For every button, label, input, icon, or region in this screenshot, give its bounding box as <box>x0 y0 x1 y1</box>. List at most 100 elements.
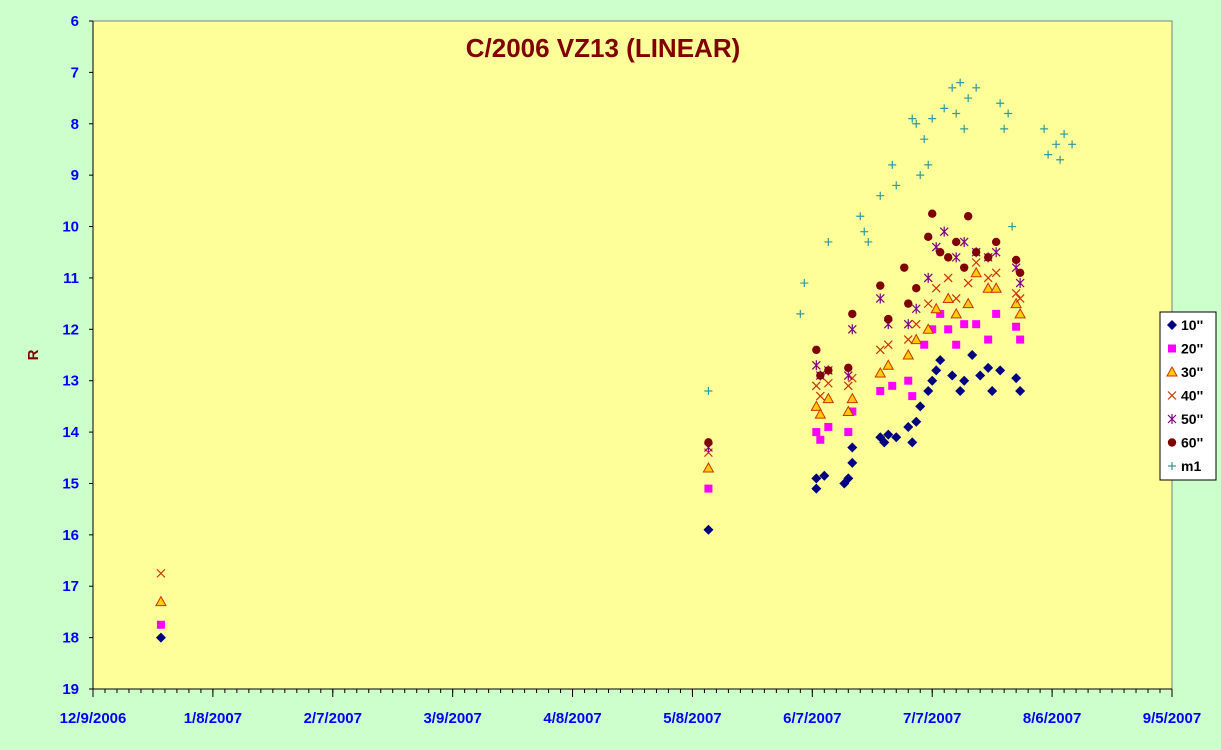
data-point <box>879 437 890 448</box>
data-point <box>796 309 805 318</box>
legend-entry: 60'' <box>1167 435 1203 451</box>
data-point <box>860 227 869 236</box>
data-point <box>1015 278 1025 289</box>
data-point <box>1011 373 1022 384</box>
data-point <box>975 370 986 381</box>
data-point <box>923 272 933 283</box>
data-point <box>702 462 715 473</box>
axes: 6 7 8 9 10 11 12 13 14 15 16 17 18 19 12/9/2006 1/8/200… <box>60 13 1202 727</box>
x-tick-label: 12/9/2006 <box>60 710 127 727</box>
data-point <box>891 432 902 443</box>
data-point <box>967 350 978 360</box>
data-point <box>156 568 166 578</box>
data-point <box>843 370 853 381</box>
data-point <box>952 237 961 247</box>
data-point <box>1010 297 1022 309</box>
y-tick-label: 18 <box>62 630 79 647</box>
series-6 <box>704 78 1077 395</box>
series-2 <box>155 266 1026 607</box>
y-tick-label: 6 <box>71 13 79 30</box>
legend-entry: 40'' <box>1167 388 1203 404</box>
data-point <box>908 392 917 401</box>
data-point <box>936 248 945 257</box>
data-point <box>811 381 821 391</box>
data-point <box>952 340 961 349</box>
data-point <box>155 595 167 607</box>
x-tick-label: 2/7/2007 <box>304 710 362 727</box>
data-point <box>920 135 929 144</box>
y-tick-label: 9 <box>71 167 79 184</box>
legend-marker <box>1168 462 1176 470</box>
data-point <box>944 253 953 262</box>
legend: 10'' 20'' 30'' 40'' 50'' 60'' m1 <box>1159 311 1217 481</box>
y-tick-label: 13 <box>62 373 79 390</box>
data-point <box>823 378 833 388</box>
data-point <box>943 273 953 283</box>
data-point <box>856 212 865 221</box>
data-point <box>971 258 981 267</box>
data-point <box>951 294 961 303</box>
data-point <box>156 620 165 629</box>
data-point <box>912 119 921 128</box>
y-tick-label: 16 <box>62 527 79 544</box>
data-point <box>950 307 963 319</box>
data-point <box>902 348 915 360</box>
data-point <box>916 171 925 180</box>
data-point <box>1015 268 1025 277</box>
data-point <box>940 104 949 113</box>
data-point <box>883 340 893 350</box>
data-point <box>1044 150 1053 159</box>
data-point <box>971 248 981 257</box>
data-point <box>931 365 942 376</box>
x-tick-label: 6/7/2007 <box>783 710 841 727</box>
data-point <box>936 309 945 318</box>
data-point <box>972 320 981 329</box>
data-point <box>955 385 966 396</box>
data-point <box>704 484 713 493</box>
data-point <box>704 386 713 395</box>
data-point <box>935 355 946 366</box>
y-tick-label: 14 <box>62 424 79 441</box>
data-point <box>822 392 835 404</box>
data-point <box>704 438 713 447</box>
y-tick-label: 11 <box>63 270 79 287</box>
x-tick-label: 1/8/2007 <box>184 710 242 727</box>
data-point <box>960 320 969 329</box>
data-point <box>876 386 885 395</box>
data-point <box>922 323 935 334</box>
data-point <box>924 160 933 169</box>
data-point <box>1015 294 1025 303</box>
data-point <box>984 335 993 344</box>
data-point <box>1011 288 1021 298</box>
data-point <box>876 281 885 290</box>
data-point <box>155 632 166 643</box>
data-point <box>824 237 833 246</box>
legend-label: m1 <box>1181 458 1201 474</box>
x-tick-label: 8/6/2007 <box>1023 710 1081 727</box>
data-point <box>1004 109 1013 118</box>
x-tick-label: 9/5/2007 <box>1143 710 1201 727</box>
data-point <box>951 252 961 263</box>
y-tick-label: 17 <box>62 578 79 595</box>
data-point <box>948 83 957 92</box>
data-point <box>927 375 938 386</box>
legend-label: 10'' <box>1181 317 1203 333</box>
data-point <box>995 365 1006 376</box>
data-point <box>983 362 994 373</box>
series-1 <box>156 309 1025 629</box>
legend-marker <box>1167 320 1177 330</box>
data-point <box>931 283 941 293</box>
data-point <box>811 360 821 371</box>
data-point <box>911 303 921 314</box>
legend-entry: m1 <box>1168 458 1201 474</box>
data-point <box>843 381 853 391</box>
x-tick-label: 7/7/2007 <box>903 710 961 727</box>
series-5 <box>704 209 1025 447</box>
legend-marker <box>1167 438 1177 447</box>
data-point <box>1056 155 1065 164</box>
data-point <box>939 226 949 237</box>
legend-label: 30'' <box>1181 364 1203 380</box>
legend-entry: 50'' <box>1167 411 1203 427</box>
data-point <box>883 429 894 440</box>
